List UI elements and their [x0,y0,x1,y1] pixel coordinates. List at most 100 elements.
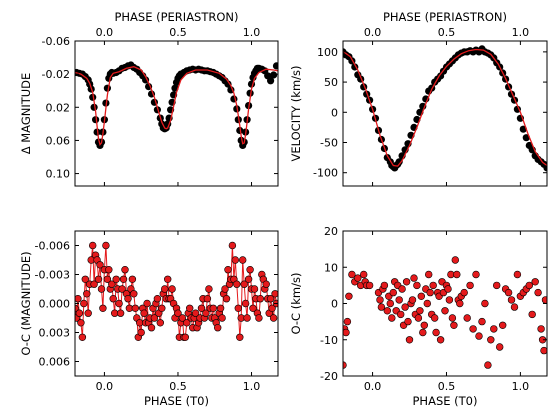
data-point [405,336,414,344]
data-point [216,304,225,312]
data-point [81,275,90,283]
data-point [504,288,513,297]
model-fit-line [343,48,547,167]
x-tick-label: 1.0 [243,380,261,393]
y-axis-label: VELOCITY (km/s) [289,65,303,161]
data-point [240,280,248,288]
x-tick-label: 1.0 [243,26,261,39]
data-point [419,328,427,337]
data-point [197,304,206,312]
x-tick-label: 0.5 [438,380,456,393]
data-point [80,299,88,308]
data-point [186,304,194,312]
axes-frame [342,40,548,187]
data-point [543,164,547,172]
y-tick-label: 10 [324,261,338,274]
data-point [365,281,374,290]
data-point [249,304,257,312]
y-tick-label: -20 [320,370,338,383]
y-tick-label: 100 [317,46,338,59]
data-point [218,314,226,322]
data-point [395,296,403,304]
data-point [246,266,254,274]
data-point [147,324,156,332]
data-point [243,314,251,322]
model-fit-line [75,66,278,146]
data-point [525,281,533,290]
data-point [109,295,117,303]
data-point [269,314,278,322]
data-point [475,332,483,340]
data-point [102,241,110,250]
data-point [97,285,106,293]
y-tick-label: 20 [324,225,338,238]
data-point [241,299,250,308]
data-point [528,310,536,319]
data-point [460,288,468,297]
data-point [398,285,406,293]
data-point [128,275,137,283]
plot-area [75,61,278,149]
y-tick-label: -10 [320,334,338,347]
data-point [380,281,389,290]
data-point [94,275,103,283]
data-point [522,134,530,142]
y-tick-label: 0.003 [39,327,71,340]
data-point [267,77,275,85]
data-point [255,314,263,322]
data-point [231,256,240,264]
data-point [168,285,176,293]
y-tick-label: -100 [313,167,338,180]
x-tick-label: 0.5 [438,26,456,39]
panel-top-right-velocity-curve: 100 50 0 -50 -100 0.0 0.5 1.0 PHASE (PERIASTRON)… [289,10,548,187]
data-point [484,361,492,369]
y-tick-label: 50 [324,76,338,89]
data-point [202,309,210,317]
data-point [174,309,182,317]
data-point [239,256,247,264]
x-axis-label: PHASE (PERIASTRON) [383,10,507,24]
data-point [397,310,405,319]
data-point [354,274,362,282]
data-point [130,290,138,298]
data-point [112,275,120,283]
data-point [389,288,397,297]
data-point [90,280,98,288]
data-point [244,275,253,283]
data-point [444,285,452,293]
y-tick-label: 0.10 [46,168,71,181]
data-point [414,314,423,322]
data-point [408,296,417,304]
x-tick-label: 1.0 [512,26,530,39]
data-point [507,296,516,304]
plot-area [343,256,547,369]
data-point [137,328,145,337]
y-tick-label: -0.02 [42,68,70,81]
data-point [224,266,232,274]
data-point [191,309,200,317]
data-point [451,256,459,264]
data-point [388,314,396,322]
data-point [250,285,259,293]
data-point [416,307,424,315]
y-axis-label: O-C (km/s) [289,273,303,335]
x-tick-label: 0.0 [96,26,114,39]
panel-bottom-left-magnitude-residuals: -0.006 -0.003 0.000 0.003 0.006 0.0 0.5 1.0 PHAS… [19,230,279,408]
data-point [493,281,501,290]
data-point [103,275,112,283]
data-point [256,295,264,303]
data-point [487,336,495,344]
data-point [343,328,350,337]
data-point [209,304,218,312]
data-point [268,304,276,312]
y-tick-label: 0 [331,298,338,311]
data-point [404,317,412,326]
y-tick-label: 0.000 [39,298,71,311]
data-point [222,295,231,303]
data-point [383,307,391,315]
data-point [96,261,104,269]
data-point [236,333,244,341]
data-point [429,281,437,290]
data-point [156,319,165,327]
data-point [420,321,428,329]
